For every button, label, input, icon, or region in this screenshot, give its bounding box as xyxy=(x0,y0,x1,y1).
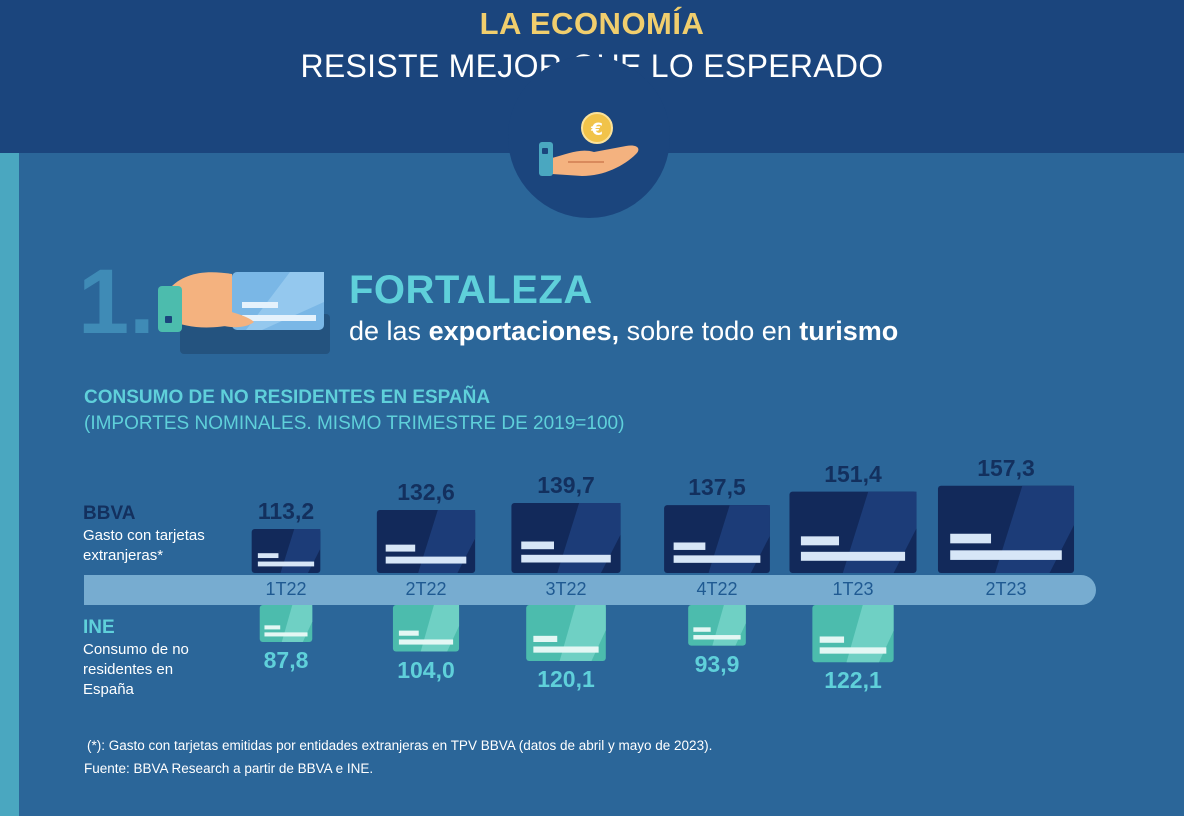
bbva-value-3T22: 139,7 xyxy=(537,472,595,499)
bbva-bar-1T23 xyxy=(789,491,917,573)
bbva-bar-3T22 xyxy=(511,503,621,573)
ine-bar-4T22 xyxy=(688,605,746,646)
subheading-text-1: de las xyxy=(349,316,429,346)
ine-value-4T22: 93,9 xyxy=(694,650,740,677)
bbva-bar-2T22 xyxy=(376,509,476,573)
bbva-value-4T22: 137,5 xyxy=(688,474,746,501)
ine-series-label: INE xyxy=(83,617,115,638)
ine-value-1T22: 87,8 xyxy=(263,647,309,673)
subheading-bold-turismo: turismo xyxy=(799,316,899,346)
card-hand-icon xyxy=(158,272,330,354)
source-note: Fuente: BBVA Research a partir de BBVA e… xyxy=(84,761,374,776)
section-subheading: de las exportaciones, sobre todo en turi… xyxy=(349,316,898,347)
section-number: 1. xyxy=(78,251,155,353)
ine-value-2T22: 104,0 xyxy=(397,656,455,683)
subheading-text-2: sobre todo en xyxy=(619,316,800,346)
bbva-value-1T23: 151,4 xyxy=(824,460,882,487)
ine-series-description: Consumo de no residentes en España xyxy=(83,641,189,698)
hand-coin-icon: € xyxy=(539,112,639,176)
hand-coin-badge: € xyxy=(508,56,670,218)
bbva-value-2T23: 157,3 xyxy=(977,454,1035,481)
subheading-bold-exportaciones: exportaciones, xyxy=(428,316,620,346)
chart-title: CONSUMO DE NO RESIDENTES EN ESPAÑA xyxy=(84,387,491,408)
ine-value-1T23: 122,1 xyxy=(824,667,882,694)
left-accent-strip xyxy=(0,153,19,816)
footnote: (*): Gasto con tarjetas emitidas por ent… xyxy=(87,738,713,753)
ine-bar-1T22 xyxy=(259,605,313,642)
section-heading: FORTALEZA xyxy=(349,268,593,312)
bbva-bar-1T22 xyxy=(251,529,321,573)
chart-subtitle: (IMPORTES NOMINALES. MISMO TRIMESTRE DE … xyxy=(84,413,625,434)
bbva-bar-4T22 xyxy=(664,505,770,573)
ine-bar-1T23 xyxy=(812,605,894,663)
bbva-value-1T22: 113,2 xyxy=(257,498,315,524)
bbva-series-label: BBVA xyxy=(83,503,136,524)
coin-symbol: € xyxy=(590,120,603,140)
bbva-series-description: Gasto con tarjetas extranjeras* xyxy=(83,527,205,564)
header-title: LA ECONOMÍA xyxy=(479,6,705,41)
ine-bar-2T22 xyxy=(392,605,460,652)
timeline-axis-bar xyxy=(84,575,1096,605)
bbva-bar-2T23 xyxy=(937,485,1075,573)
bbva-value-2T22: 132,6 xyxy=(397,478,455,505)
ine-bar-3T22 xyxy=(526,605,606,662)
ine-value-3T22: 120,1 xyxy=(537,666,595,693)
